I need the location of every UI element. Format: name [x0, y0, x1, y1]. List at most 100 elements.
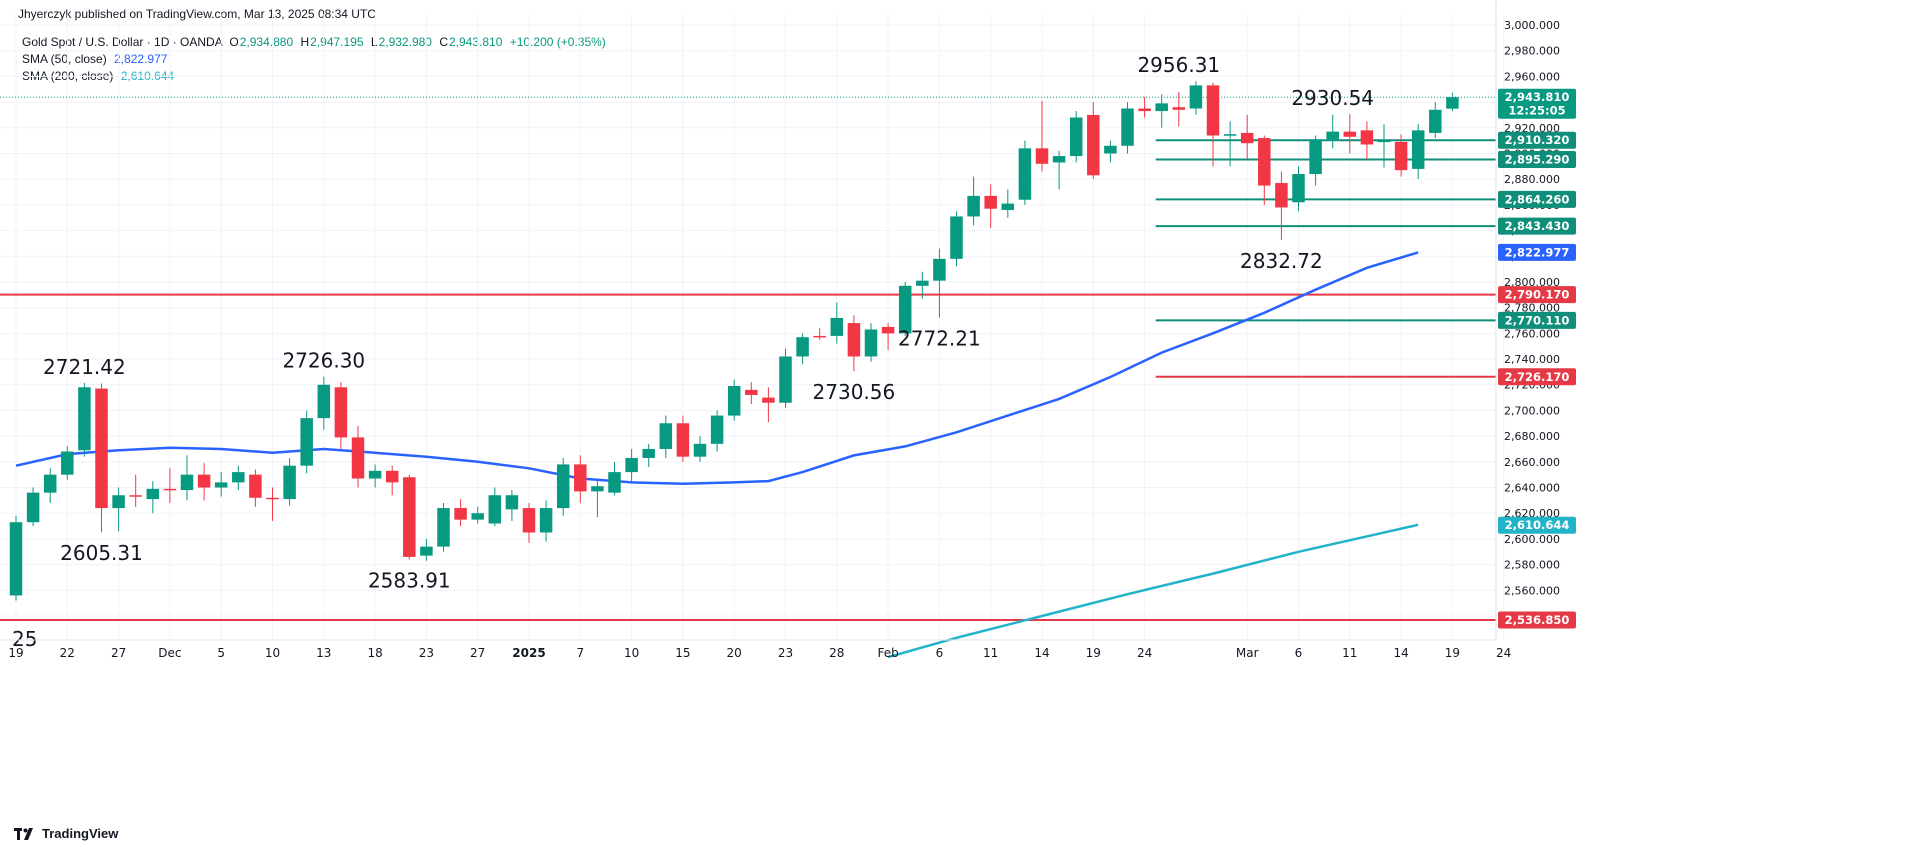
candle-body [26, 492, 40, 523]
level-badge-bg [1498, 217, 1576, 235]
x-tick-label: 13 [316, 646, 331, 660]
candle [1377, 123, 1391, 168]
y-tick-label: 2,880.000 [1504, 173, 1560, 186]
candle [420, 538, 433, 561]
x-tick-label: 14 [1034, 646, 1049, 660]
candle [950, 211, 963, 267]
ohlc-close: 2,943.810 [448, 35, 503, 49]
candle [1446, 92, 1459, 112]
x-tick-label: 22 [60, 646, 75, 660]
y-tick-label: 3,000.000 [1504, 19, 1560, 32]
level-badge-text: 2,895.290 [1505, 153, 1570, 167]
price-annotation: 2726.30 [282, 349, 365, 373]
candle-body [830, 317, 844, 336]
y-tick-label: 2,660.000 [1504, 456, 1560, 469]
tradingview-logo-icon [14, 827, 33, 840]
y-tick-label: 2,640.000 [1504, 482, 1560, 495]
candle-body [61, 451, 74, 475]
candle-body [437, 508, 450, 547]
sma-layer [15, 251, 1419, 659]
ohlc-close-label: C [439, 35, 448, 49]
candle [1309, 135, 1322, 186]
candle [95, 383, 108, 533]
price-badge-bg [1498, 88, 1576, 119]
sma50-value: 2,822.977 [114, 52, 168, 66]
legend-sma50-row[interactable]: SMA (50, close) 2,822.977 [22, 51, 606, 68]
candle [984, 184, 997, 228]
footer-brand[interactable]: TradingView [14, 826, 118, 841]
candle [1189, 81, 1203, 115]
x-tick-label: 14 [1393, 646, 1408, 660]
x-tick-label: 11 [1342, 646, 1357, 660]
sma200-line [887, 523, 1419, 659]
x-tick-label: 23 [419, 646, 434, 660]
candle [1394, 134, 1408, 177]
x-tick-label: Mar [1236, 646, 1259, 660]
candle-body [1052, 156, 1066, 163]
candle [351, 425, 365, 488]
candle [505, 490, 519, 521]
price-badge-text: 2,822.977 [1505, 245, 1570, 259]
price-badge-text: 2,610.644 [1505, 518, 1570, 532]
y-tick-label: 2,800.000 [1504, 276, 1560, 289]
candle [334, 382, 348, 449]
x-tick-label: 24 [1137, 646, 1152, 660]
ohlc-low: 2,932.980 [378, 35, 432, 49]
candle [642, 443, 655, 467]
candle-body [232, 472, 245, 483]
candle [676, 415, 690, 462]
candle [471, 506, 484, 524]
level-badge-bg [1498, 131, 1576, 149]
candle [1223, 121, 1237, 167]
candle-body [403, 477, 416, 557]
y-tick-label: 2,960.000 [1504, 70, 1560, 83]
candle-body [1172, 107, 1186, 110]
level-badge-text: 2,843.430 [1505, 219, 1570, 233]
price-annotation: 2730.56 [813, 380, 896, 404]
price-badges-layer: 2,910.320 2,895.290 2,864.260 2,843.430 2,77… [1498, 88, 1576, 629]
price-badge-bg [1498, 516, 1576, 534]
candle-body [454, 508, 467, 520]
candle [608, 461, 621, 496]
candle-body [1087, 114, 1100, 176]
level-badge-text: 2,726.170 [1505, 370, 1570, 384]
level-badge-bg [1498, 368, 1576, 386]
level-badge-bg [1498, 151, 1576, 169]
candle [1087, 102, 1100, 180]
y-tick-label: 2,560.000 [1504, 584, 1560, 597]
ohlc-low-label: L [370, 35, 378, 49]
candle [796, 333, 809, 365]
candle [26, 487, 40, 527]
candle-body [300, 418, 313, 466]
candle-body [129, 495, 142, 497]
levels-layer [0, 96, 1496, 622]
candle [1258, 135, 1271, 205]
x-tick-label: 28 [829, 646, 844, 660]
ohlc-change: +10.200 (+0.35%) [509, 35, 606, 49]
y-tick-label: 2,920.000 [1504, 122, 1560, 135]
candle-body [659, 423, 673, 449]
candle [180, 455, 194, 501]
candle [283, 457, 296, 506]
grid-layer [0, 14, 1505, 640]
candle-body [591, 486, 604, 492]
candle-body [762, 397, 775, 403]
y-tick-label: 2,580.000 [1504, 559, 1560, 572]
candle [864, 323, 878, 362]
price-badge-sub: 12:25:05 [1508, 104, 1565, 118]
candle-body [385, 470, 399, 483]
candle-body [984, 195, 997, 209]
candle-body [1377, 140, 1391, 143]
candle-body [1189, 85, 1203, 109]
price-badge-bg [1498, 243, 1576, 261]
candle [522, 502, 536, 543]
legend-symbol-row[interactable]: Gold Spot / U.S. Dollar · 1D · OANDA O2,… [22, 34, 606, 51]
candle-body [642, 448, 655, 458]
ohlc-open-label: O [229, 35, 239, 49]
candle-body [1206, 85, 1220, 136]
candle [368, 464, 382, 488]
candle-body [864, 329, 878, 357]
ohlc-open: 2,934.880 [239, 35, 294, 49]
candle [1155, 94, 1168, 128]
